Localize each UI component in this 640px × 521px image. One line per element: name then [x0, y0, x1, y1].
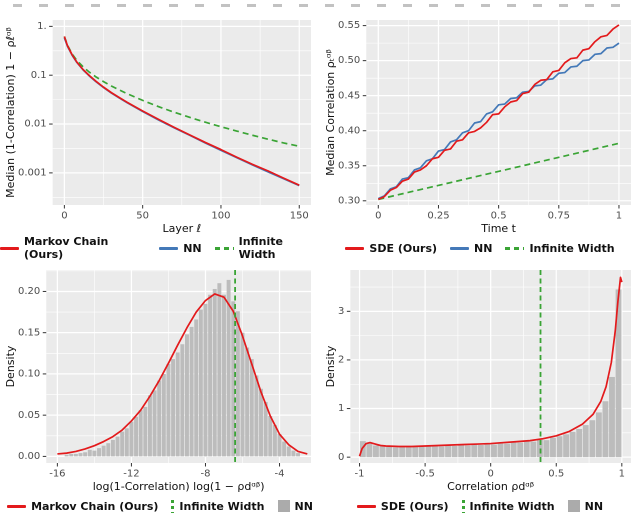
legend-label: Infinite Width: [529, 241, 615, 255]
legend-item-markov-chain-ours: Markov Chain (Ours): [0, 235, 146, 261]
legend-label: Markov Chain (Ours): [31, 499, 159, 513]
log-correlation-density-legend: Markov Chain (Ours) Infinite Width NN: [0, 495, 320, 517]
legend-label: Infinite Width: [179, 499, 265, 513]
legend-label: SDE (Ours): [380, 499, 449, 513]
legend-item-nn: NN: [159, 241, 202, 255]
panel-log-correlation-density: Markov Chain (Ours) Infinite Width NN: [0, 263, 320, 517]
dashed-vline-marker-icon: [171, 499, 175, 513]
legend-item-nn: NN: [567, 499, 604, 513]
line-marker-icon: [356, 504, 376, 508]
legend-label: Infinite Width: [238, 235, 284, 261]
panel-layer-decay: Markov Chain (Ours) NN Infinite Width: [0, 13, 320, 261]
legend-item-markov-chain-ours: Markov Chain (Ours): [7, 500, 158, 513]
line-marker-icon: [7, 504, 27, 508]
legend-label: NN: [584, 499, 604, 513]
line-marker-icon: [345, 246, 365, 250]
legend-item-infinite-width: Infinite Width: [171, 499, 265, 513]
legend-label: SDE (Ours): [369, 241, 438, 255]
line-marker-icon: [450, 246, 470, 250]
legend-label: Markov Chain (Ours): [24, 235, 109, 261]
cropped-legend-remnant: [12, 4, 628, 13]
legend-label: Infinite Width: [469, 499, 555, 513]
legend-item-sde-ours: SDE (Ours): [345, 242, 437, 255]
layer-decay-plot: [0, 13, 320, 237]
legend-item-infinite-width: Infinite Width: [461, 499, 555, 513]
legend-item-infinite-width: Infinite Width: [214, 235, 320, 261]
legend-item-sde-ours: SDE (Ours): [356, 499, 449, 513]
legend-item-nn: NN: [277, 499, 313, 513]
layer-decay-legend: Markov Chain (Ours) NN Infinite Width: [0, 235, 320, 261]
correlation-density-legend: SDE (Ours) Infinite Width NN: [320, 495, 640, 517]
log-correlation-density-plot: [0, 263, 320, 495]
line-marker-icon: [159, 246, 179, 250]
legend-label: NN: [294, 499, 313, 513]
panel-grid: Markov Chain (Ours) NN Infinite Width SDE …: [0, 13, 640, 517]
time-correlation-legend: SDE (Ours) NN Infinite Width: [320, 237, 640, 259]
line-marker-icon: [0, 246, 19, 250]
legend-item-nn: NN: [450, 242, 492, 255]
dashed-vline-marker-icon: [461, 499, 465, 513]
legend-label: NN: [474, 241, 493, 255]
histogram-swatch-icon: [277, 500, 290, 512]
panel-correlation-density: SDE (Ours) Infinite Width NN: [320, 263, 640, 517]
legend-item-infinite-width: Infinite Width: [505, 241, 615, 255]
correlation-density-plot: [320, 263, 640, 495]
panel-time-correlation: SDE (Ours) NN Infinite Width: [320, 13, 640, 259]
legend-label: NN: [183, 241, 202, 255]
time-correlation-plot: [320, 13, 640, 237]
dashed-line-marker-icon: [214, 246, 234, 250]
dashed-line-marker-icon: [505, 246, 525, 250]
histogram-swatch-icon: [567, 500, 580, 512]
